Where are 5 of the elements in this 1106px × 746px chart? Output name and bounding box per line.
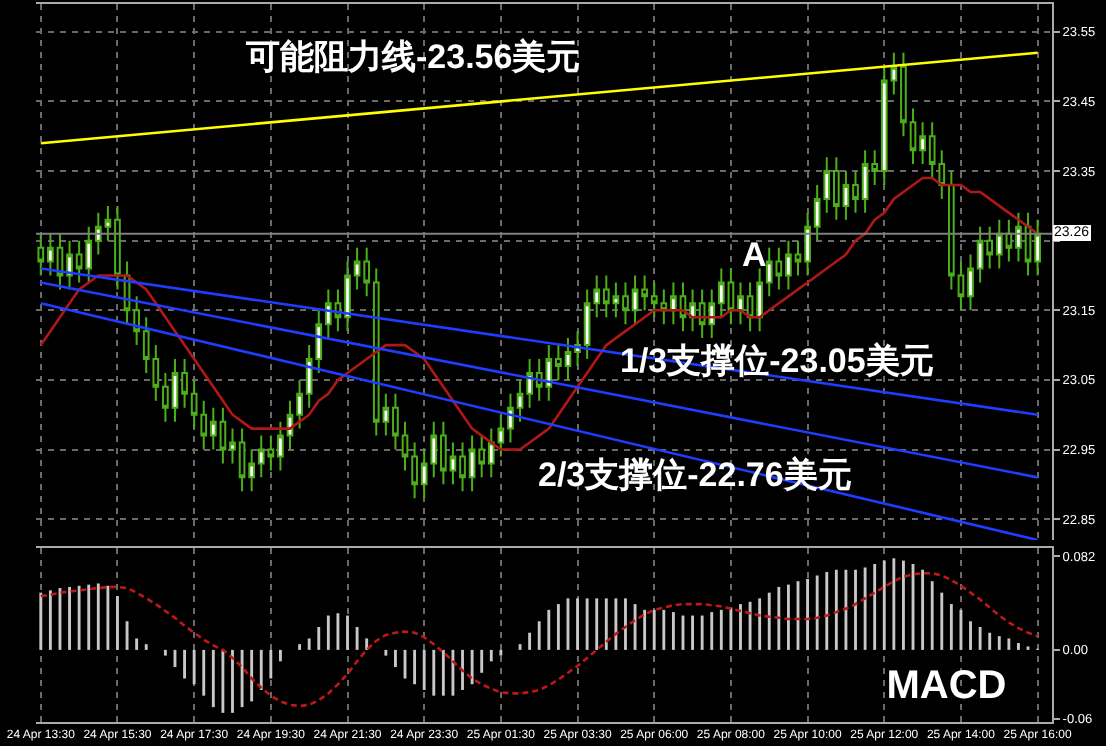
annotation: 可能阻力线-23.56美元 — [244, 38, 581, 76]
line-series — [39, 571, 1039, 708]
line-series — [39, 176, 1039, 451]
text: MACD — [886, 664, 1007, 709]
annotation: A — [742, 236, 767, 274]
